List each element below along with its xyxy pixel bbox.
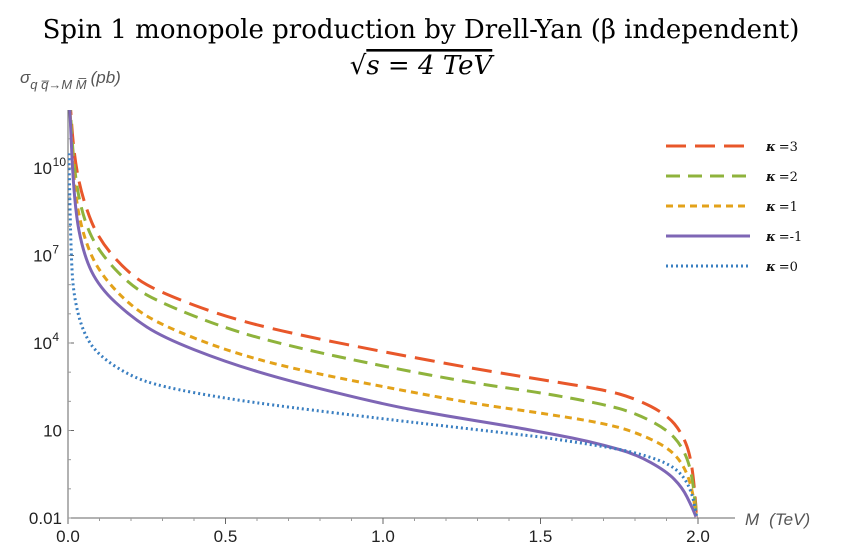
x-ticks: 0.0 0.5 1.0 1.5 2.0: [56, 518, 710, 546]
y-tick-base: 0.01: [29, 509, 62, 528]
y-tick-exponent: 7: [52, 243, 59, 257]
series-line-3: [68, 110, 698, 518]
chart-subtitle: √s = 4 TeV: [350, 51, 495, 81]
y-axis-label: σq q̅→M M̅ (pb): [20, 68, 121, 92]
legend: κ =3κ =2κ =1κ =-1κ =0: [666, 140, 802, 275]
y-tick-base: 10: [33, 334, 52, 353]
legend-kappa: κ: [765, 200, 776, 215]
series-line-0: [69, 110, 698, 514]
x-tick-label: 0.0: [56, 527, 80, 546]
legend-value: =-1: [779, 230, 803, 245]
legend-value: =3: [779, 140, 798, 155]
series-layer: [68, 110, 698, 518]
legend-kappa: κ: [765, 230, 776, 245]
y-tick-base: 10: [33, 247, 52, 266]
y-tick-base: 10: [33, 159, 52, 178]
legend-label: κ =1: [765, 200, 798, 215]
subtitle-rest: s = 4 TeV: [366, 51, 494, 81]
legend-value: =0: [779, 260, 798, 275]
y-tick-label: 10: [33, 334, 52, 353]
y-axis-unit: (pb): [91, 68, 121, 87]
y-tick-exponent: 10: [53, 155, 67, 169]
legend-label: κ =2: [765, 170, 798, 185]
legend-label: κ =-1: [765, 230, 802, 245]
legend-kappa: κ: [765, 170, 776, 185]
x-tick-label: 1.0: [371, 527, 395, 546]
x-axis-unit: (TeV): [769, 510, 810, 529]
legend-kappa: κ: [765, 140, 776, 155]
x-axis-m: M: [745, 510, 760, 529]
legend-label: κ =0: [765, 260, 798, 275]
x-tick-label: 1.5: [529, 527, 553, 546]
y-axis-subscript: q q̅→M M̅: [30, 77, 87, 92]
y-axis-sigma: σ: [20, 68, 31, 87]
subtitle-sqrt: √: [350, 51, 367, 81]
x-tick-label: 0.5: [214, 527, 238, 546]
y-tick-label: 0.01: [29, 509, 62, 528]
y-tick-label: 10: [33, 247, 52, 266]
x-tick-label: 2.0: [686, 527, 710, 546]
y-tick-label: 10: [43, 422, 62, 441]
y-tick-label: 10: [33, 159, 52, 178]
y-tick-exponent: 4: [52, 330, 59, 344]
x-axis-label: M (TeV): [745, 510, 810, 529]
series-line-2: [68, 110, 698, 518]
legend-label: κ =3: [765, 140, 798, 155]
legend-value: =2: [779, 170, 798, 185]
chart-title: Spin 1 monopole production by Drell-Yan …: [43, 15, 800, 45]
legend-kappa: κ: [765, 260, 776, 275]
series-line-1: [68, 110, 698, 517]
legend-value: =1: [779, 200, 798, 215]
series-line-4: [68, 153, 698, 517]
y-tick-base: 10: [43, 422, 62, 441]
